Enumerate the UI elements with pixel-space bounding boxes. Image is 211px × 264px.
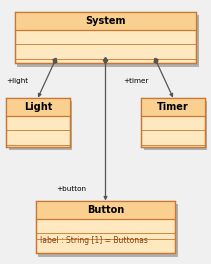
Bar <box>6 98 70 116</box>
Bar <box>36 201 175 219</box>
Bar <box>6 98 70 147</box>
Bar <box>15 12 196 30</box>
Bar <box>141 98 205 147</box>
Text: Light: Light <box>24 102 52 112</box>
Bar <box>141 98 205 116</box>
Polygon shape <box>53 58 57 63</box>
Bar <box>9 101 72 150</box>
Text: +button: +button <box>56 186 86 192</box>
Polygon shape <box>103 58 108 63</box>
Text: Timer: Timer <box>157 102 189 112</box>
Text: System: System <box>85 16 126 26</box>
Text: +timer: +timer <box>123 78 149 83</box>
Bar <box>17 15 199 67</box>
Polygon shape <box>154 58 158 63</box>
Text: Button: Button <box>87 205 124 215</box>
Text: label : String [1] = Buttonas: label : String [1] = Buttonas <box>40 236 147 245</box>
Bar <box>144 101 207 150</box>
Text: +light: +light <box>6 78 28 83</box>
Bar <box>38 204 178 257</box>
Bar <box>36 201 175 253</box>
Bar <box>15 12 196 63</box>
